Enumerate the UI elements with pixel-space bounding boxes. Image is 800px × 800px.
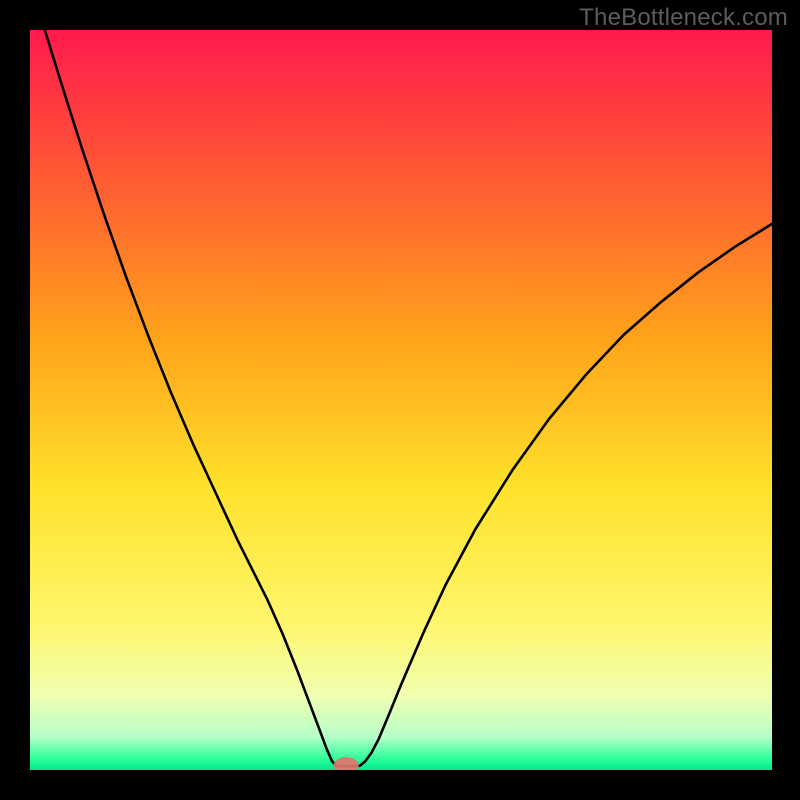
chart-frame: TheBottleneck.com [0,0,800,800]
gradient-background [30,30,772,770]
plot-area [30,30,772,770]
chart-svg [30,30,772,770]
watermark-text: TheBottleneck.com [579,4,788,32]
